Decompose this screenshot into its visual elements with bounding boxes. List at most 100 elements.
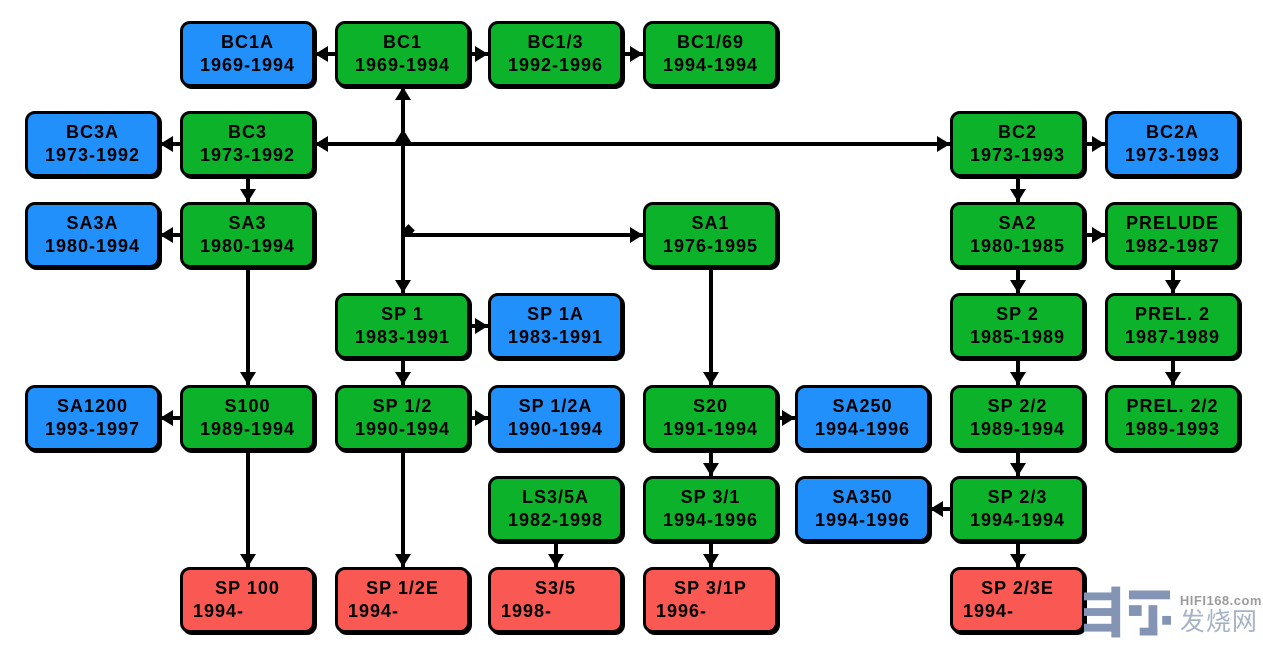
model-box-sp22: SP 2/2 1989-1994 [950,385,1085,451]
model-years: 1980-1985 [969,236,1066,256]
model-box-s100: S100 1989-1994 [180,385,315,451]
model-years: 1989-1994 [969,419,1066,439]
watermark-hifi168: HIFI168.com 发烧网 [1082,580,1262,655]
model-box-prel2: PREL. 2 1987-1989 [1105,293,1240,359]
model-years: 1989-1994 [199,419,296,439]
model-box-sa2: SA2 1980-1985 [950,202,1085,268]
model-box-sp23: SP 2/3 1994-1994 [950,476,1085,542]
arrowhead-left-icon [315,46,328,62]
model-name: SA250 [832,396,893,417]
arrowhead-right-icon [475,46,488,62]
arrowhead-right-icon [1092,136,1105,152]
hifi168-logo-icon [1083,586,1172,638]
arrowhead-left-icon [160,136,173,152]
watermark-site-label: HIFI168.com [1179,593,1262,608]
model-box-bc3: BC3 1973-1992 [180,111,315,177]
model-years: 1998- [501,601,553,621]
model-years: 1976-1995 [662,236,759,256]
arrowhead-right-icon [937,136,950,152]
model-name: LS3/5A [521,487,590,508]
arrowhead-down-icon [1164,372,1181,385]
model-years: 1969-1994 [354,55,451,75]
model-box-sp2: SP 2 1985-1989 [950,293,1085,359]
model-name: PREL. 2 [1134,304,1211,325]
arrowhead-down-icon [1009,280,1026,293]
model-box-bc13: BC1/3 1992-1996 [488,21,623,87]
model-years: 1996- [656,601,708,621]
model-name: S100 [224,396,271,417]
model-name: SA3 [228,213,267,234]
model-box-bc1a: BC1A 1969-1994 [180,21,315,87]
arrowhead-left-icon [160,410,173,426]
arrowhead-down-icon [1009,554,1026,567]
arrowhead-down-icon [1164,280,1181,293]
model-box-bc2a: BC2A 1973-1993 [1105,111,1240,177]
model-name: BC3A [65,122,119,143]
model-name: SP 1/2E [366,578,439,599]
model-name: SP 1/2 [372,396,433,417]
model-name: PREL. 2/2 [1126,396,1219,417]
model-years: 1994-1996 [814,419,911,439]
model-name: SA350 [832,487,893,508]
model-box-sp100: SP 100 1994- [180,567,315,633]
model-name: SP 2 [996,304,1039,325]
connector-line [245,451,250,567]
arrowhead-left-icon [930,501,943,517]
model-name: SP 1A [527,304,584,325]
arrowhead-down-icon [394,554,411,567]
connector-line [400,451,405,567]
model-name: BC2A [1145,122,1199,143]
model-box-sa250: SA250 1994-1996 [795,385,930,451]
model-name: SP 100 [215,578,280,599]
model-box-s20: S20 1991-1994 [643,385,778,451]
model-box-s35: S3/5 1998- [488,567,623,633]
model-box-sp12e: SP 1/2E 1994- [335,567,470,633]
arrowhead-down-icon [547,554,564,567]
model-name: SA2 [998,213,1037,234]
model-name: SA3A [66,213,119,234]
model-name: PRELUDE [1125,213,1219,234]
arrowhead-right-icon [475,410,488,426]
connector-line [245,268,250,385]
model-name: S20 [692,396,729,417]
model-name: BC1 [382,32,422,53]
model-box-sp31p: SP 3/1P 1996- [643,567,778,633]
model-box-prel22: PREL. 2/2 1989-1993 [1105,385,1240,451]
model-years: 1969-1994 [199,55,296,75]
arrowhead-down-icon [1009,372,1026,385]
model-box-sp12a: SP 1/2A 1990-1994 [488,385,623,451]
arrowhead-right-icon [630,227,643,243]
model-years: 1994-1996 [814,510,911,530]
arrowhead-down-icon [239,189,256,202]
watermark-site-cn-label: 发烧网 [1179,608,1258,636]
model-years: 1982-1987 [1124,236,1221,256]
model-box-sp12: SP 1/2 1990-1994 [335,385,470,451]
model-years: 1980-1994 [199,236,296,256]
model-box-sp31: SP 3/1 1994-1996 [643,476,778,542]
model-box-bc169: BC1/69 1994-1994 [643,21,778,87]
arrowhead-right-icon [475,318,488,334]
connector-line [315,142,950,146]
model-years: 1983-1991 [354,327,451,347]
arrowhead-right-icon [782,410,795,426]
model-box-sa1200: SA1200 1993-1997 [25,385,160,451]
connector-line [708,268,713,385]
model-years: 1983-1991 [507,327,604,347]
arrowhead-down-icon [394,280,411,293]
model-years: 1982-1998 [507,510,604,530]
connector-line [400,87,405,293]
model-box-sp1: SP 1 1983-1991 [335,293,470,359]
model-box-sa3a: SA3A 1980-1994 [25,202,160,268]
arrowhead-down-icon [1009,189,1026,202]
model-name: SP 3/1 [680,487,741,508]
model-years: 1973-1992 [199,145,296,165]
model-name: BC3 [227,122,267,143]
arrowhead-down-icon [394,372,411,385]
arrowhead-left-icon [315,136,328,152]
model-years: 1991-1994 [662,419,759,439]
model-years: 1994- [348,601,400,621]
model-box-bc2: BC2 1973-1993 [950,111,1085,177]
model-years: 1980-1994 [44,236,141,256]
model-name: SA1200 [56,396,129,417]
